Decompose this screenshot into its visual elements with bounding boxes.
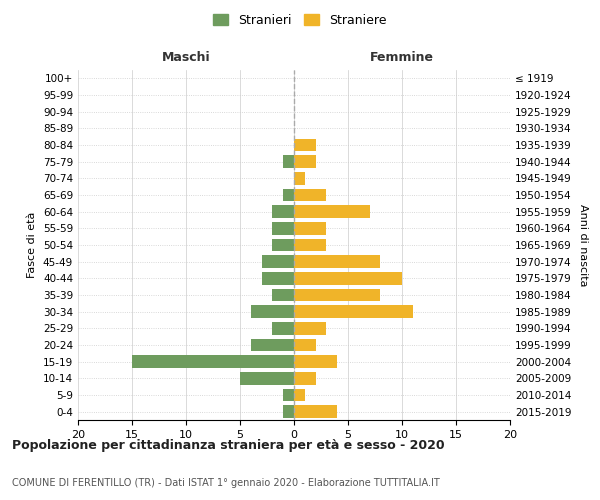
Bar: [283, 188, 294, 201]
Text: COMUNE DI FERENTILLO (TR) - Dati ISTAT 1° gennaio 2020 - Elaborazione TUTTITALIA: COMUNE DI FERENTILLO (TR) - Dati ISTAT 1…: [12, 478, 440, 488]
Bar: [272, 222, 294, 234]
Bar: [294, 206, 370, 218]
Bar: [272, 322, 294, 334]
Legend: Stranieri, Straniere: Stranieri, Straniere: [208, 8, 392, 32]
Bar: [294, 239, 326, 251]
Bar: [132, 356, 294, 368]
Y-axis label: Anni di nascita: Anni di nascita: [578, 204, 588, 286]
Bar: [294, 272, 402, 284]
Bar: [294, 322, 326, 334]
Bar: [272, 206, 294, 218]
Bar: [294, 289, 380, 301]
Bar: [294, 188, 326, 201]
Bar: [272, 239, 294, 251]
Bar: [283, 406, 294, 418]
Text: Femmine: Femmine: [370, 51, 434, 64]
Bar: [294, 256, 380, 268]
Bar: [294, 339, 316, 351]
Bar: [294, 406, 337, 418]
Bar: [272, 289, 294, 301]
Bar: [262, 272, 294, 284]
Bar: [294, 389, 305, 401]
Bar: [294, 138, 316, 151]
Bar: [240, 372, 294, 384]
Bar: [283, 156, 294, 168]
Bar: [251, 306, 294, 318]
Bar: [294, 372, 316, 384]
Bar: [283, 389, 294, 401]
Bar: [294, 156, 316, 168]
Bar: [294, 222, 326, 234]
Bar: [262, 256, 294, 268]
Bar: [294, 306, 413, 318]
Bar: [294, 356, 337, 368]
Y-axis label: Fasce di età: Fasce di età: [28, 212, 37, 278]
Bar: [294, 172, 305, 184]
Text: Maschi: Maschi: [161, 51, 211, 64]
Bar: [251, 339, 294, 351]
Text: Popolazione per cittadinanza straniera per età e sesso - 2020: Popolazione per cittadinanza straniera p…: [12, 440, 445, 452]
